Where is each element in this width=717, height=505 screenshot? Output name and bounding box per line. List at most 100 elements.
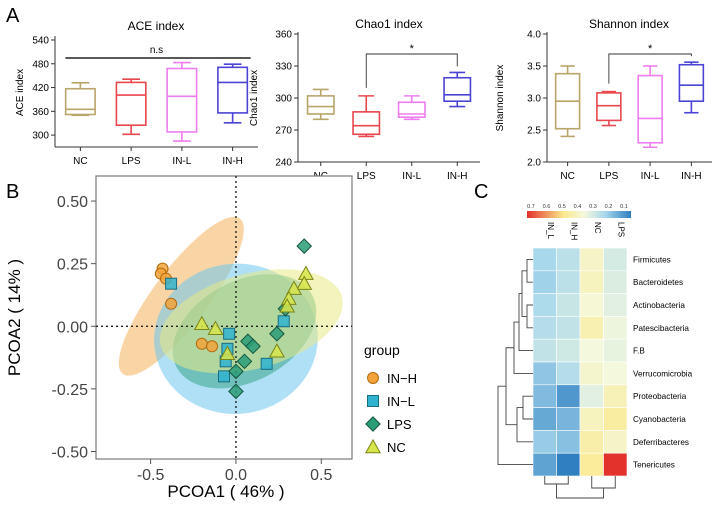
- chart-title: Shannon index: [589, 17, 669, 31]
- legend-item: IN−H: [367, 371, 417, 386]
- x-tick-label: NC: [560, 171, 574, 182]
- box-lps: [115, 78, 147, 136]
- box-nc: [306, 88, 335, 121]
- y-tick-label: 0.50: [57, 194, 88, 211]
- colorbar-tick-label: 0.1: [620, 204, 628, 210]
- heatmap-cell: [603, 430, 628, 454]
- heatmap-cell: [603, 452, 628, 477]
- data-point: [268, 343, 285, 358]
- data-point: [195, 337, 208, 350]
- dendrogram-branch: [556, 484, 604, 499]
- shannon-index-boxplot: Shannon index Shannon index 2.0 2.5 3.0 3.5 4.…: [495, 17, 712, 182]
- heatmap-cell: [532, 361, 557, 386]
- heatmap-cell: [603, 247, 628, 272]
- series-nc: [193, 265, 314, 361]
- heatmap-row: Proteobacteria: [532, 384, 687, 408]
- data-point: [279, 298, 296, 313]
- significance-label: n.s: [150, 45, 163, 56]
- colorbar: 0.7 0.6 0.5 0.4 0.3 0.2 0.1: [527, 204, 631, 218]
- y-tick-label: 330: [275, 62, 292, 73]
- panel-c-letter: C: [474, 181, 488, 203]
- iqr-box: [306, 95, 335, 115]
- heatmap-row: Patescibacteria: [532, 316, 689, 340]
- panel-a-letter: A: [6, 5, 20, 27]
- heatmap-cell: [556, 247, 581, 272]
- colorbar-tick-label: 0.7: [527, 204, 535, 210]
- dendrogram-branch: [505, 347, 517, 426]
- heatmap-row: Firmicutes: [532, 247, 671, 272]
- dendrogram-branch: [518, 293, 533, 352]
- heatmap-row: Cyanobacteria: [532, 407, 686, 431]
- y-tick-label: 540: [32, 35, 49, 46]
- heatmap-row: Tenericutes: [532, 452, 675, 477]
- data-point: [245, 338, 261, 355]
- y-tick-label: 4.0: [527, 30, 541, 41]
- heatmap-cell: [532, 430, 557, 454]
- heatmap-row: Bacteroidetes: [532, 270, 683, 294]
- box-in-l: [166, 61, 198, 142]
- heatmap-cell: [556, 316, 581, 340]
- x-tick-label: IN-L: [402, 171, 421, 182]
- column-label: IN_H: [569, 222, 578, 240]
- heatmap-cell: [556, 452, 581, 477]
- x-tick-label: 0.5: [310, 467, 332, 484]
- heatmap-cell: [579, 247, 604, 272]
- box-lps: [352, 95, 381, 138]
- y-tick-label: -0.25: [52, 382, 89, 399]
- box-nc: [64, 81, 96, 117]
- legend: group IN−H IN−L LPS NC: [364, 342, 417, 455]
- heatmap-cell: [556, 361, 581, 386]
- heatmap-cell: [603, 361, 628, 386]
- dendrogram-branch: [516, 407, 533, 443]
- box-in-h: [678, 61, 705, 114]
- y-tick-label: 0.25: [57, 257, 88, 274]
- heatmap-cell: [532, 452, 557, 477]
- x-tick-label: LPS: [122, 156, 141, 167]
- heatmap-cell: [556, 407, 581, 431]
- phylum-heatmap: 0.7 0.6 0.5 0.4 0.3 0.2 0.1 IN_L IN_H NC LPS Firmic…: [497, 204, 693, 499]
- legend-swatch: [367, 395, 379, 407]
- data-point: [236, 353, 253, 370]
- heatmap-cell: [579, 293, 604, 317]
- row-label: Patescibacteria: [633, 324, 689, 333]
- heatmap-cell: [579, 384, 604, 408]
- x-tick-label: 0.0: [225, 467, 247, 484]
- heatmap-cell: [556, 430, 581, 454]
- legend-label: NC: [387, 440, 406, 455]
- data-point: [296, 238, 313, 254]
- box-in-l: [397, 95, 426, 121]
- data-point: [165, 277, 178, 290]
- iqr-box: [637, 74, 663, 144]
- heatmap-row: Verrucomicrobia: [532, 361, 693, 386]
- legend-item: IN−L: [367, 394, 415, 409]
- ace-index-boxplot: ACE index ACE index 300 360 420 480 540 NC LPS IN…: [15, 19, 258, 167]
- heatmap-cell: [579, 338, 604, 363]
- plot-area: [96, 176, 352, 459]
- heatmap-cell: [532, 293, 557, 317]
- y-tick-label: 480: [32, 59, 49, 70]
- data-point: [207, 320, 224, 335]
- y-tick-label: 420: [32, 83, 49, 94]
- box-in-h: [217, 63, 249, 124]
- heatmap-cell: [603, 407, 628, 431]
- heatmap-cell: [556, 270, 581, 294]
- colorbar-tick-label: 0.3: [589, 204, 597, 210]
- legend-label: LPS: [387, 417, 412, 432]
- heatmap-cell: [579, 361, 604, 386]
- x-tick-label: -0.5: [137, 467, 165, 484]
- dendrogram-branch: [526, 304, 533, 329]
- x-tick-label: IN-H: [222, 156, 243, 167]
- heatmap-cell: [603, 316, 628, 340]
- y-axis-label: Shannon index: [495, 65, 506, 132]
- data-point: [277, 315, 290, 328]
- heatmap-cell: [532, 247, 557, 272]
- y-axis-label: ACE index: [15, 69, 26, 116]
- x-tick-label: IN-H: [447, 171, 468, 182]
- significance-bracket: [365, 53, 458, 88]
- dendrogram-branch: [497, 385, 533, 466]
- pcoa-scatter-plot: -0.5 0.0 0.5 -0.50 -0.25 0.00 0.25 0.50 PCOA1 ( …: [5, 175, 417, 501]
- colorbar-gradient: [527, 211, 631, 218]
- heatmap-cell: [579, 430, 604, 454]
